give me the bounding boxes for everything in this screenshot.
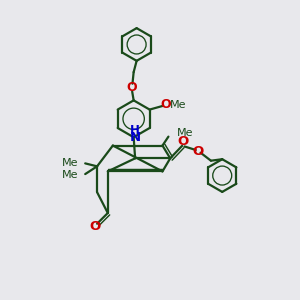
Text: N: N [130,131,141,144]
Text: Me: Me [62,158,79,168]
Text: Me: Me [62,170,79,180]
Text: O: O [89,220,100,232]
Text: Me: Me [170,100,187,110]
Text: O: O [192,145,203,158]
Text: O: O [127,81,137,94]
Text: O: O [178,135,189,148]
Text: H: H [130,124,140,136]
Text: O: O [160,98,171,111]
Text: Me: Me [176,128,193,138]
